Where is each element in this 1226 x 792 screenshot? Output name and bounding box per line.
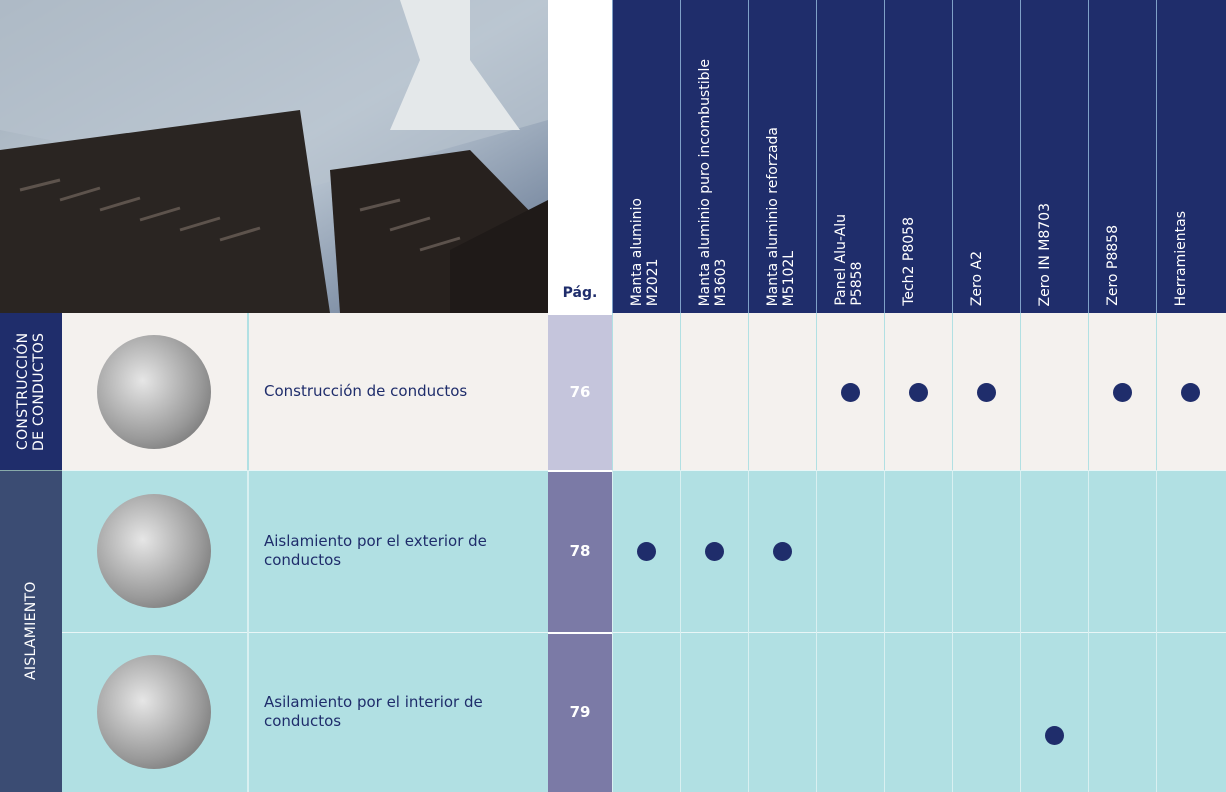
cell-divider xyxy=(612,313,613,470)
section-label: AISLAMIENTO xyxy=(0,470,62,792)
cell-divider xyxy=(748,632,749,792)
row xyxy=(62,313,1226,470)
cell-divider xyxy=(680,313,681,470)
dot xyxy=(1045,726,1064,745)
cell-divider xyxy=(952,470,953,632)
header-cell xyxy=(1020,0,1088,313)
cell-divider xyxy=(1156,313,1157,470)
cell-divider xyxy=(816,632,817,792)
description-cell-divider xyxy=(247,632,249,792)
product-label: Panel Alu-Alu P5858 xyxy=(833,214,865,306)
cell-divider xyxy=(748,470,749,632)
header-cell xyxy=(1156,0,1226,313)
dot xyxy=(1181,382,1200,402)
product-photo xyxy=(97,655,211,769)
cell-divider xyxy=(952,313,953,470)
row xyxy=(62,632,1226,792)
dot xyxy=(1113,382,1132,402)
product-label-line: P5858 xyxy=(849,261,865,306)
page-number: 79 xyxy=(569,703,591,721)
section-cell xyxy=(0,313,62,470)
product-label-line: M2021 xyxy=(645,258,661,306)
dot xyxy=(705,542,724,561)
cell-divider xyxy=(1020,313,1021,470)
product-label: Tech2 P8058 xyxy=(901,217,917,306)
cell-divider xyxy=(1088,470,1089,632)
cell-divider xyxy=(1156,632,1157,792)
cell-divider xyxy=(952,632,953,792)
header-cell xyxy=(748,0,816,313)
section-label-line: AISLAMIENTO xyxy=(23,581,39,681)
cell-divider xyxy=(680,470,681,632)
cell-divider xyxy=(1088,632,1089,792)
dot xyxy=(773,542,792,561)
description-cell-divider xyxy=(247,470,249,632)
product-label: Manta aluminio puro incombustible M3603 xyxy=(697,59,729,306)
section-label-line: CONSTRUCCIÓN xyxy=(15,332,31,451)
product-label-line: Manta aluminio reforzada xyxy=(765,126,781,306)
page-cell xyxy=(548,470,612,632)
page-label: Pág. xyxy=(562,285,598,301)
dot xyxy=(637,542,656,561)
page-cell xyxy=(548,632,612,792)
cell-divider xyxy=(1156,470,1157,632)
cell-divider xyxy=(816,470,817,632)
description: Asilamiento por el interior de conductos xyxy=(264,693,483,730)
product-label-line: Manta aluminio puro incombustible xyxy=(697,58,713,306)
product-label-line: Panel Alu-Alu xyxy=(833,214,849,306)
section-cell xyxy=(0,470,62,792)
section-label-line: DE CONDUCTOS xyxy=(31,332,47,451)
product-label-line: Tech2 P8058 xyxy=(901,217,917,306)
product-label: Zero P8858 xyxy=(1105,225,1121,306)
description: Aislamiento por el exterior de conductos xyxy=(264,532,487,569)
cell-divider xyxy=(884,632,885,792)
product-label-line: M3603 xyxy=(713,258,729,306)
product-label-line: Manta aluminio xyxy=(629,197,645,306)
cell-divider xyxy=(1020,470,1021,632)
header-cell xyxy=(1088,0,1156,313)
product-label-line: Zero P8858 xyxy=(1105,225,1121,306)
page-cell xyxy=(548,313,612,470)
cell-divider xyxy=(1020,632,1021,792)
header-cell xyxy=(680,0,748,313)
header-cell xyxy=(816,0,884,313)
product-label-line: Zero A2 xyxy=(969,250,985,306)
product-photo xyxy=(97,334,211,449)
header-cell xyxy=(952,0,1020,313)
cell-divider xyxy=(1088,313,1089,470)
product-label-line: Zero IN M8703 xyxy=(1037,202,1053,306)
product-label: Manta aluminio M2021 xyxy=(629,198,661,306)
product-label-line: Herramientas xyxy=(1173,210,1189,306)
product-label: Manta aluminio reforzada M5102L xyxy=(765,127,797,306)
description-cell-divider xyxy=(247,313,249,470)
section-label: CONSTRUCCIÓN DE CONDUCTOS xyxy=(0,313,62,470)
dot xyxy=(841,382,860,402)
product-photo xyxy=(97,494,211,608)
header-cell xyxy=(884,0,952,313)
product-label: Zero A2 xyxy=(969,251,985,306)
cell-divider xyxy=(748,313,749,470)
cell-divider xyxy=(680,632,681,792)
product-label: Herramientas xyxy=(1173,211,1189,306)
cell-divider xyxy=(884,470,885,632)
cell-divider xyxy=(612,470,613,632)
product-label-line: M5102L xyxy=(781,250,797,306)
cell-divider xyxy=(884,313,885,470)
dot xyxy=(909,382,928,402)
header-photo xyxy=(0,0,548,313)
description: Construcción de conductos xyxy=(264,381,468,400)
product-label: Zero IN M8703 xyxy=(1037,203,1053,306)
header-cell xyxy=(612,0,680,313)
page-number: 76 xyxy=(569,382,591,401)
cell-divider xyxy=(612,632,613,792)
page-number: 78 xyxy=(569,542,591,560)
cell-divider xyxy=(816,313,817,470)
dot xyxy=(977,382,996,402)
header-page-cell xyxy=(548,0,612,313)
